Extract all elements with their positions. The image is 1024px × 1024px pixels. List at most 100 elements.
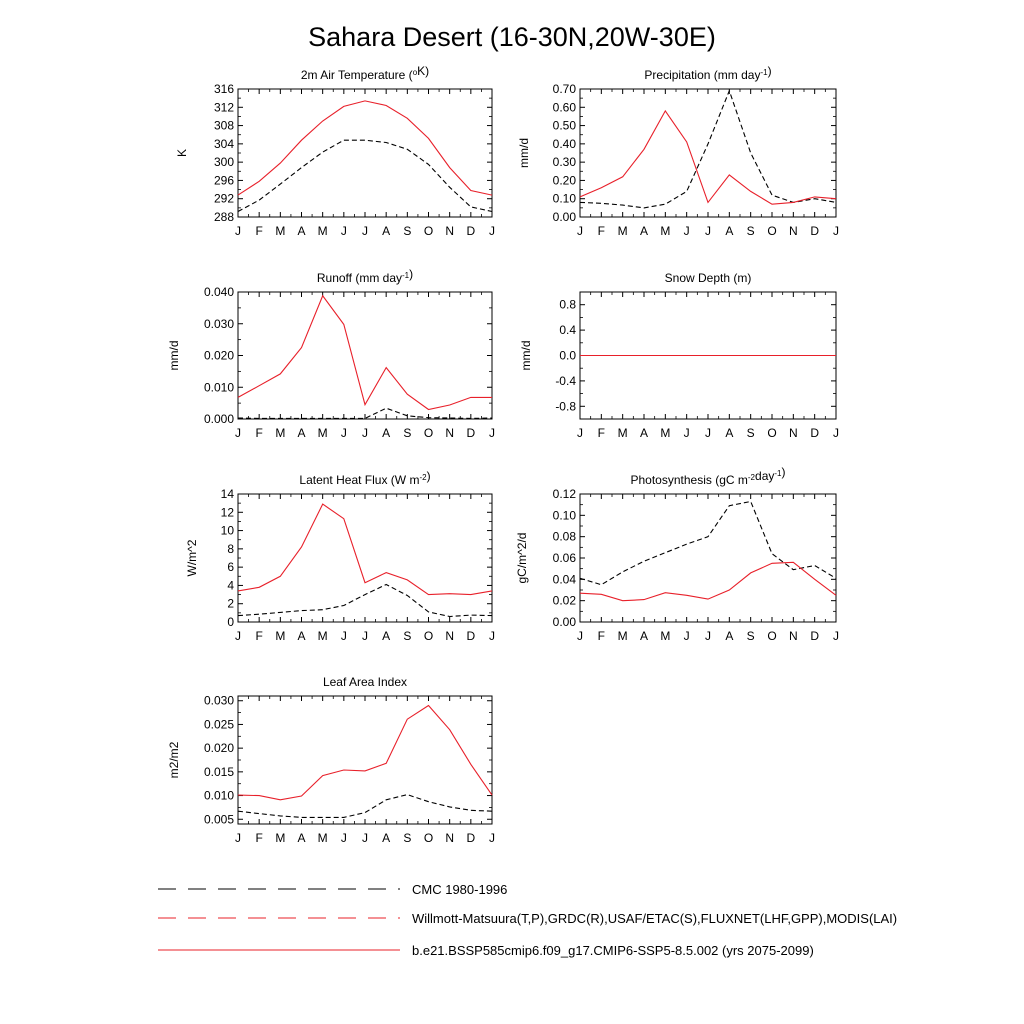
series-line-obs [579,500,837,586]
x-tick-label: D [810,224,819,238]
y-tick-label: 304 [214,137,234,151]
series-line-model [237,704,493,801]
y-axis-label: m2/m2 [167,741,181,778]
x-tick-label: M [318,426,328,440]
x-tick-label: F [598,426,605,440]
series-line-model [579,561,837,602]
x-tick-label: J [235,831,241,845]
series-line-model [237,503,493,596]
panel-5: Latent Heat Flux (W m-2)J F M A M J J A S O N D J024… [185,469,495,643]
x-tick-label: F [598,224,605,238]
y-tick-label: 6 [227,560,234,574]
x-tick-label: A [297,426,305,440]
x-tick-label: F [255,629,262,643]
series-line-model [237,294,492,411]
legend-item: CMC 1980-1996 [158,882,507,897]
panels: 2m Air Temperature (oK)J F M A M J J A S O N D J2882… [167,64,839,845]
y-tick-label: 0.0 [559,349,576,363]
panel-6: Photosynthesis (gC m-2day-1)J F M A M J J A S O N D… [515,465,839,643]
x-tick-label: J [577,224,583,238]
y-tick-label: 4 [227,578,234,592]
x-tick-label: J [684,426,690,440]
series-line-obs [237,794,493,818]
y-tick-label: 312 [214,100,234,114]
x-tick-label: F [255,426,262,440]
x-tick-label: O [424,831,433,845]
plot-frame [579,493,837,623]
panel-2: Precipitation (mm day-1)J F M A M J J A S O N D J0.0… [517,64,839,238]
legend-label: b.e21.BSSP585cmip6.f09_g17.CMIP6-SSP5-8.… [412,943,814,958]
y-tick-label: 0.10 [553,508,577,522]
x-tick-label: A [297,831,305,845]
y-tick-label: 0.025 [204,717,234,731]
panel-title: Latent Heat Flux (W m-2) [299,469,430,487]
x-tick-label: J [705,426,711,440]
panel-title: Snow Depth (m) [665,271,752,285]
x-tick-label: O [424,426,433,440]
x-tick-label: A [725,224,733,238]
x-tick-label: J [341,831,347,845]
x-tick-label: A [640,224,648,238]
y-tick-label: 0.040 [204,285,234,299]
y-tick-label: 0.005 [204,812,234,826]
x-tick-label: M [660,224,670,238]
y-tick-label: 0.20 [553,173,577,187]
x-tick-label: D [466,629,475,643]
x-tick-label: J [341,629,347,643]
legend-label: Willmott-Matsuura(T,P),GRDC(R),USAF/ETAC… [412,911,897,926]
x-tick-label: N [789,629,798,643]
x-tick-label: J [577,426,583,440]
x-tick-label: S [403,831,411,845]
y-tick-label: 12 [221,505,235,519]
x-tick-label: S [403,629,411,643]
y-tick-label: 0.010 [204,380,234,394]
x-tick-label: S [747,224,755,238]
y-tick-label: 0.015 [204,765,234,779]
legend-label: CMC 1980-1996 [412,882,507,897]
y-tick-label: 0.04 [553,572,577,586]
x-tick-label: D [810,629,819,643]
x-tick-label: J [705,629,711,643]
x-tick-label: M [660,629,670,643]
x-tick-label: J [362,629,368,643]
series-line-model [237,100,493,196]
x-tick-label: J [684,224,690,238]
legend-item: b.e21.BSSP585cmip6.f09_g17.CMIP6-SSP5-8.… [158,943,814,958]
x-tick-label: M [275,831,285,845]
x-tick-label: S [747,426,755,440]
x-tick-label: O [424,629,433,643]
x-tick-label: A [725,629,733,643]
plot-frame [237,291,493,420]
panel-1: 2m Air Temperature (oK)J F M A M J J A S O N D J2882… [175,64,495,238]
series-line-obs [237,583,493,618]
y-tick-label: 0.010 [204,789,234,803]
x-tick-label: N [789,224,798,238]
y-tick-label: 300 [214,155,234,169]
x-tick-label: M [660,426,670,440]
plot-frame [579,88,837,218]
x-tick-label: J [833,629,839,643]
x-tick-label: M [318,831,328,845]
panel-title: Precipitation (mm day-1) [644,64,771,82]
y-tick-label: 0.030 [204,694,234,708]
y-axis-label: W/m^2 [185,539,199,576]
x-tick-label: M [275,426,285,440]
y-tick-label: 0.000 [204,412,234,426]
x-tick-label: D [466,224,475,238]
x-tick-label: J [833,224,839,238]
panel-title: 2m Air Temperature (oK) [301,64,429,82]
x-tick-label: J [489,629,495,643]
y-tick-label: 2 [227,597,234,611]
series-line-obs [237,139,493,213]
x-tick-label: J [489,831,495,845]
panel-3: Runoff (mm day-1)J F M A M J J A S O N D J0.0000.010… [167,267,495,440]
y-tick-label: 296 [214,173,234,187]
x-tick-label: F [598,629,605,643]
x-tick-label: O [424,224,433,238]
y-tick-label: 0.06 [553,551,577,565]
x-tick-label: J [235,426,241,440]
y-tick-label: 0.40 [553,137,577,151]
y-tick-label: 0.020 [204,349,234,363]
x-tick-label: O [767,426,776,440]
